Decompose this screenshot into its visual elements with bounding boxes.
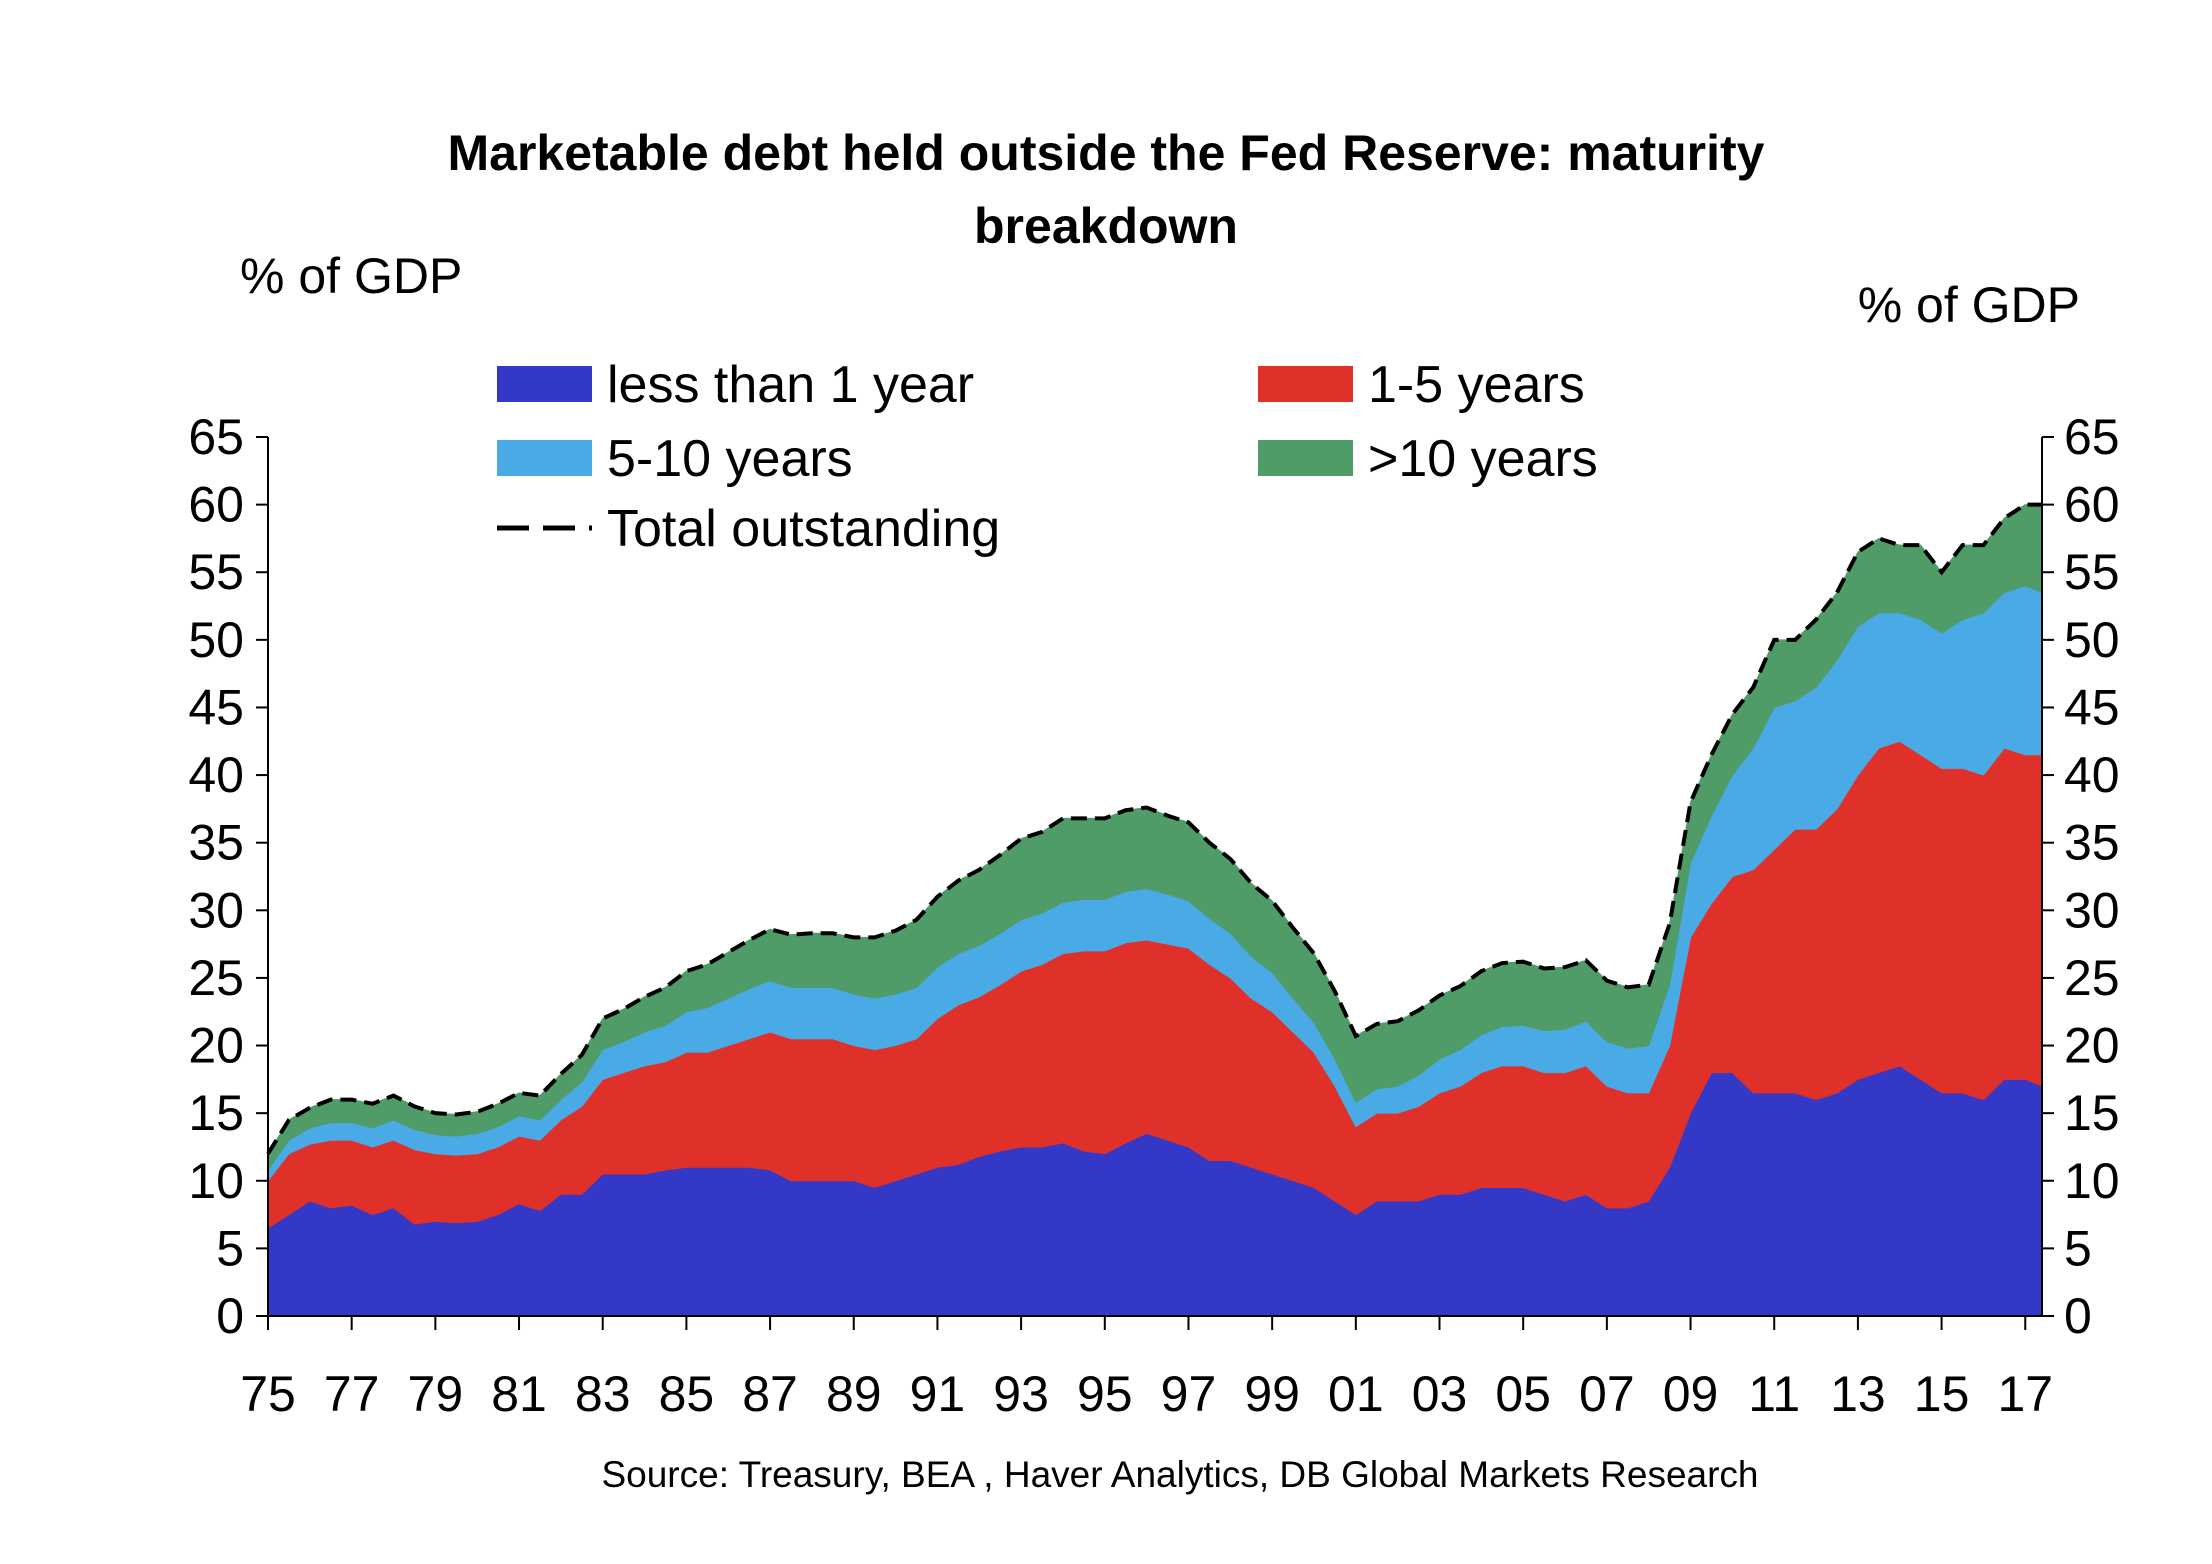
x-tick-label: 95 [1077, 1366, 1133, 1422]
y-tick-label-right: 25 [2064, 950, 2120, 1006]
x-tick-label: 75 [240, 1366, 296, 1422]
y-tick-label-left: 35 [188, 815, 244, 871]
y-tick-label-right: 10 [2064, 1153, 2120, 1209]
x-tick-label: 91 [910, 1366, 966, 1422]
y-tick-label-left: 55 [188, 544, 244, 600]
y-tick-label-left: 65 [188, 409, 244, 465]
x-tick-label: 99 [1244, 1366, 1300, 1422]
y-tick-label-right: 0 [2064, 1288, 2092, 1344]
x-tick-label: 87 [742, 1366, 798, 1422]
x-tick-label: 79 [408, 1366, 464, 1422]
plot-areas [266, 502, 2043, 1317]
y-tick-label-left: 40 [188, 747, 244, 803]
y-tick-label-right: 20 [2064, 1018, 2120, 1074]
x-tick-label: 77 [324, 1366, 380, 1422]
legend-label: >10 years [1368, 430, 1598, 488]
x-tick-label: 97 [1161, 1366, 1217, 1422]
y-tick-label-left: 25 [188, 950, 244, 1006]
x-tick-label: 93 [993, 1366, 1049, 1422]
chart-title-line1: Marketable debt held outside the Fed Res… [448, 125, 1765, 181]
x-tick-label: 81 [491, 1366, 547, 1422]
x-tick-label: 15 [1914, 1366, 1970, 1422]
y-tick-label-left: 45 [188, 679, 244, 735]
x-tick-label: 13 [1830, 1366, 1886, 1422]
y-tick-label-left: 50 [188, 612, 244, 668]
x-tick-label: 01 [1328, 1366, 1384, 1422]
y-tick-label-right: 5 [2064, 1220, 2092, 1276]
legend-swatch [497, 440, 592, 476]
x-tick-label: 89 [826, 1366, 882, 1422]
y-tick-label-left: 20 [188, 1018, 244, 1074]
y-tick-label-right: 60 [2064, 477, 2120, 533]
legend-swatch [497, 366, 592, 402]
source-note: Source: Treasury, BEA , Haver Analytics,… [601, 1454, 1758, 1495]
x-tick-label: 03 [1412, 1366, 1468, 1422]
y-tick-label-left: 5 [216, 1220, 244, 1276]
x-tick-label: 05 [1495, 1366, 1551, 1422]
y-tick-label-left: 0 [216, 1288, 244, 1344]
y-tick-label-right: 55 [2064, 544, 2120, 600]
x-tick-label: 07 [1579, 1366, 1635, 1422]
x-tick-label: 09 [1663, 1366, 1719, 1422]
legend-swatch [1258, 440, 1353, 476]
y-tick-label-right: 35 [2064, 815, 2120, 871]
legend-swatch [1258, 366, 1353, 402]
y-tick-label-right: 50 [2064, 612, 2120, 668]
x-tick-label: 85 [659, 1366, 715, 1422]
y-tick-label-right: 45 [2064, 679, 2120, 735]
y-axis-label-left: % of GDP [240, 248, 462, 304]
legend-label: 5-10 years [607, 430, 853, 488]
y-tick-label-left: 30 [188, 882, 244, 938]
total-outstanding-line [266, 502, 2042, 1155]
y-tick-label-right: 40 [2064, 747, 2120, 803]
legend-label: less than 1 year [607, 356, 974, 414]
y-axis-label-right: % of GDP [1858, 277, 2080, 333]
x-tick-label: 83 [575, 1366, 631, 1422]
legend-label: 1-5 years [1368, 356, 1585, 414]
y-tick-label-left: 60 [188, 477, 244, 533]
y-tick-label-right: 30 [2064, 882, 2120, 938]
legend-label: Total outstanding [607, 500, 1000, 558]
y-tick-label-right: 65 [2064, 409, 2120, 465]
y-tick-label-left: 15 [188, 1085, 244, 1141]
x-tick-label: 17 [1997, 1366, 2053, 1422]
y-tick-label-left: 10 [188, 1153, 244, 1209]
y-tick-label-right: 15 [2064, 1085, 2120, 1141]
legend: less than 1 year 1-5 years 5-10 years >10 y… [497, 356, 1598, 558]
chart-title-line2: breakdown [974, 198, 1238, 254]
x-tick-label: 11 [1748, 1366, 1800, 1422]
